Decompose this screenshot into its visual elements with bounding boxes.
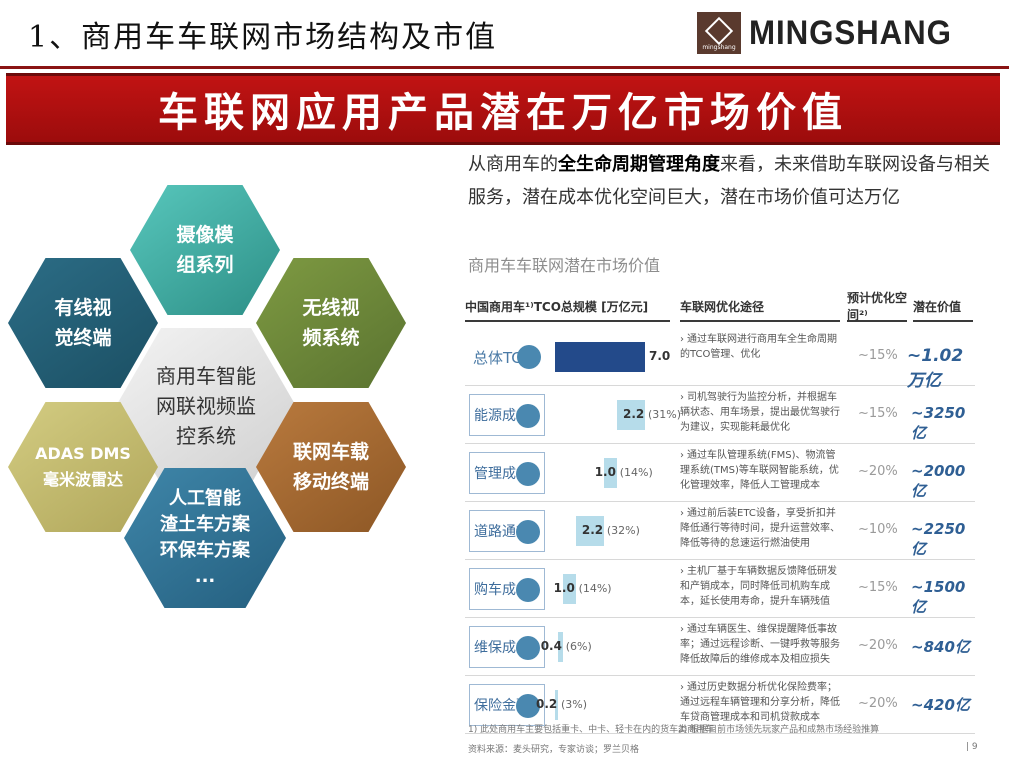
header-divider — [0, 66, 1009, 69]
potential-value: ~420亿 — [911, 696, 970, 714]
category-icon — [516, 636, 540, 660]
table-subtitle: 商用车车联网潜在市场价值 — [468, 256, 661, 275]
bar-value-label: 2.2 — [623, 407, 645, 421]
intro-paragraph: 从商用车的全生命周期管理角度来看，未来借助车联网设备与相关服务，潜在成本优化空间… — [468, 154, 990, 208]
hex-wireless-video: 无线视 频系统 — [256, 258, 406, 388]
footnote-1: 1) 此处商用车主要包括重卡、中卡、轻卡在内的货车类商用车 — [468, 725, 715, 735]
optimization-space: ~10% — [858, 522, 898, 537]
logo-mark-icon: mingshang — [697, 12, 741, 54]
row-category: 保险金融 — [469, 684, 545, 726]
source-note: 资料来源：麦头研究，专家访谈；罗兰贝格 — [468, 745, 640, 755]
chevron-right-icon: › — [680, 682, 684, 693]
header-potential-value: 潜在价值 — [913, 292, 973, 322]
row-category: 能源成本 — [469, 394, 545, 436]
chevron-right-icon: › — [680, 566, 684, 577]
optimization-space: ~20% — [858, 638, 898, 653]
optimization-description: › 主机厂基于车辆数据反馈降低研发和产销成本，同时降低司机购车成本，延长使用寿命，… — [680, 566, 837, 607]
chevron-right-icon: › — [680, 624, 684, 635]
bar-share-label: (14%) — [578, 582, 612, 595]
potential-value: ~2250亿 — [911, 520, 966, 558]
row-category: 购车成本 — [469, 568, 545, 610]
value-bar — [575, 516, 604, 546]
bar-value-label: 7.0 — [649, 349, 671, 363]
table-row: 道路通行 2.2 (32%) › 通过前后装ETC设备，享受折扣并降低通行等待时间，提升… — [465, 502, 975, 560]
hex-wired-terminal: 有线视 觉终端 — [8, 258, 158, 388]
row-category: 总体TCO — [469, 336, 545, 378]
headline-text: 车联网应用产品潜在万亿市场价值 — [158, 89, 848, 136]
hex-ai-solutions: 人工智能 渣土车方案 环保车方案 ... — [124, 468, 286, 608]
potential-value: ~2000亿 — [911, 462, 966, 500]
bar-share-label: (6%) — [565, 640, 592, 653]
headline-banner: 车联网应用产品潜在万亿市场价值 — [6, 73, 1000, 145]
optimization-description: › 司机驾驶行为监控分析，并根据车辆状态、用车场景，提出最优驾驶行为建议，实现能耗… — [680, 392, 840, 433]
header-optimization-space: 预计优化空间²⁾ — [847, 291, 908, 322]
optimization-space: ~20% — [858, 696, 898, 711]
bar-value-label: 1.0 — [594, 465, 616, 479]
optimization-space: ~15% — [858, 348, 898, 363]
hex-camera-modules: 摄像模 组系列 — [130, 185, 280, 315]
potential-value: ~840亿 — [911, 638, 970, 656]
potential-value: ~1500亿 — [911, 578, 966, 616]
header-tco-scale: 中国商用车¹⁾TCO总规模 [万亿元] — [465, 292, 670, 322]
row-category: 维保成本 — [469, 626, 545, 668]
category-icon — [516, 462, 540, 486]
value-bar — [557, 632, 563, 662]
chevron-right-icon: › — [680, 392, 684, 403]
optimization-description: › 通过车队管理系统(FMS)、物流管理系统(TMS)等车联网智能系统，优化管理效… — [680, 450, 839, 491]
value-bar — [555, 342, 645, 372]
bar-value-label: 0.4 — [540, 639, 562, 653]
optimization-description: › 通过车辆医生、维保提醒降低事故率；通过远程诊断、一键呼救等服务降低故障后的维修… — [680, 624, 840, 665]
footnote-2: 2) 根据目前市场领先玩家产品和成熟市场经验推算 — [678, 725, 880, 735]
table-row: 维保成本 0.4 (6%) › 通过车辆医生、维保提醒降低事故率；通过远程诊断、一键呼救… — [465, 618, 975, 676]
bar-share-label: (3%) — [561, 698, 588, 711]
category-icon — [516, 404, 540, 428]
value-bar — [603, 458, 617, 488]
header-optimization-path: 车联网优化途径 — [680, 292, 840, 322]
logo-text: MINGSHANG — [749, 13, 952, 52]
potential-value: ~1.02万亿 — [907, 346, 964, 391]
hex-diagram: 摄像模 组系列 有线视 觉终端 无线视 频系统 商用车智能 网联视频监 控系统 … — [0, 150, 430, 758]
table-row: 能源成本 2.2 (31%) › 司机驾驶行为监控分析，并根据车辆状态、用车场景，提出最… — [465, 386, 975, 444]
table-row: 保险金融 0.2 (3%) › 通过历史数据分析优化保险费率；通过远程车辆管理和分享分析… — [465, 676, 975, 734]
chevron-right-icon: › — [680, 508, 684, 519]
optimization-space: ~15% — [858, 406, 898, 421]
bar-value-label: 0.2 — [536, 697, 558, 711]
optimization-description: › 通过车联网进行商用车全生命周期的TCO管理、优化 — [680, 334, 837, 360]
bar-share-label: (31%) — [648, 408, 682, 421]
potential-value: ~3250亿 — [911, 404, 966, 442]
brand-logo: mingshang MINGSHANG — [697, 12, 970, 54]
row-category: 道路通行 — [469, 510, 545, 552]
bar-value-label: 1.0 — [553, 581, 575, 595]
category-icon — [517, 345, 541, 369]
category-icon — [516, 578, 540, 602]
category-icon — [516, 520, 540, 544]
optimization-description: › 通过历史数据分析优化保险费率；通过远程车辆管理和分享分析，降低车贷商管理成本和… — [680, 682, 840, 723]
table-row: 购车成本 1.0 (14%) › 主机厂基于车辆数据反馈降低研发和产销成本，同时降低司机… — [465, 560, 975, 618]
slide-title: 1、商用车车联网市场结构及市值 — [28, 20, 498, 55]
chevron-right-icon: › — [680, 334, 684, 345]
row-category: 管理成本 — [469, 452, 545, 494]
table-row: 管理成本 1.0 (14%) › 通过车队管理系统(FMS)、物流管理系统(TMS)等车… — [465, 444, 975, 502]
table-row: 总体TCO 7.0 › 通过车联网进行商用车全生命周期的TCO管理、优化 ~15% ~1.… — [465, 328, 975, 391]
optimization-space: ~20% — [858, 464, 898, 479]
page-number: | 9 — [966, 742, 978, 752]
value-bar — [555, 690, 558, 720]
optimization-space: ~15% — [858, 580, 898, 595]
bar-share-label: (14%) — [619, 466, 653, 479]
value-bar — [616, 400, 645, 430]
chevron-right-icon: › — [680, 450, 684, 461]
optimization-description: › 通过前后装ETC设备，享受折扣并降低通行等待时间，提升运营效率、降低等待的怠速… — [680, 508, 840, 549]
category-icon — [516, 694, 540, 718]
bar-value-label: 2.2 — [581, 523, 604, 537]
bar-share-label: (32%) — [606, 524, 640, 537]
value-bar — [562, 574, 576, 604]
